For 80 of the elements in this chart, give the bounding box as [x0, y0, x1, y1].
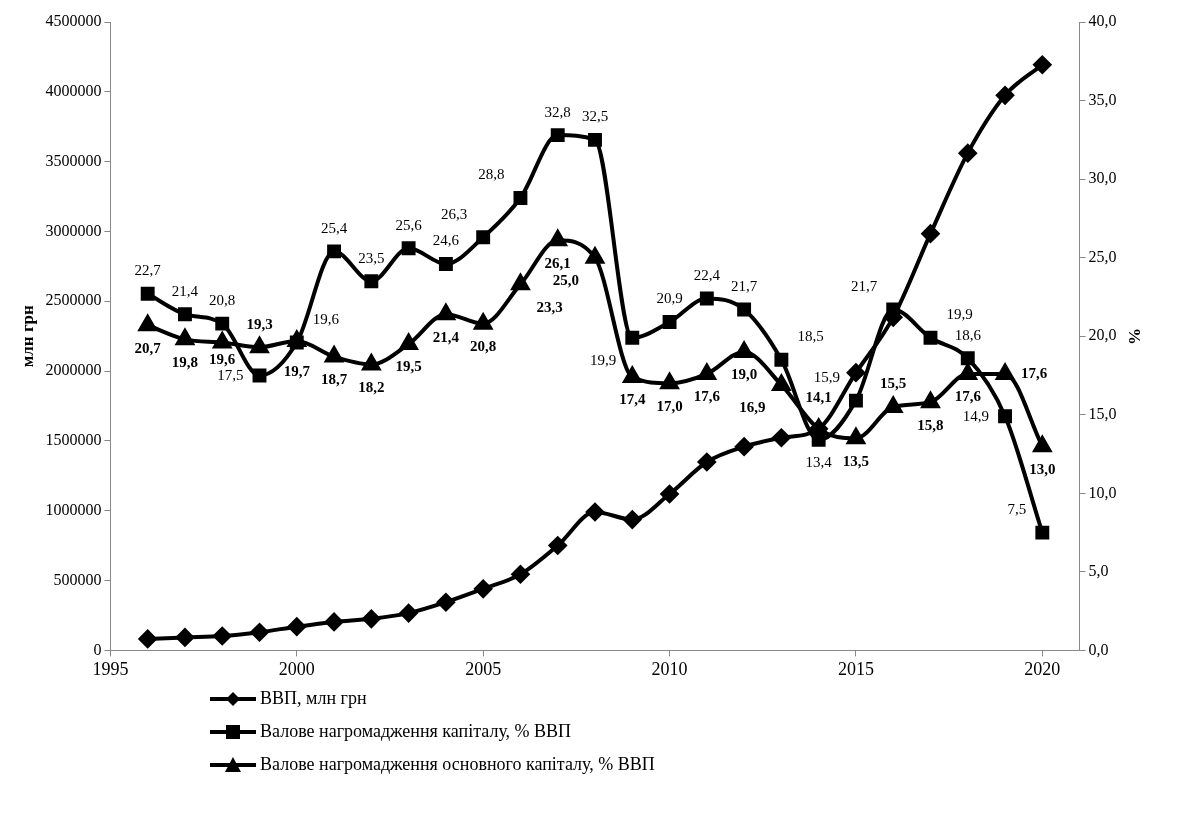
- data-label: 20,8: [209, 292, 236, 309]
- y2-tick-label: 35,0: [1088, 90, 1117, 108]
- legend-label: ВВП, млн грн: [260, 688, 367, 709]
- data-label: 28,8: [478, 166, 505, 183]
- data-label: 18,2: [358, 378, 385, 395]
- data-label: 21,4: [432, 328, 460, 345]
- data-label: 20,7: [134, 339, 162, 356]
- y2-axis-title: %: [1125, 327, 1145, 345]
- x-tick-label: 2020: [1024, 658, 1061, 679]
- data-label: 18,5: [797, 328, 824, 345]
- data-label: 25,4: [320, 219, 348, 236]
- data-label: 21,4: [171, 282, 199, 299]
- data-label: 13,0: [1029, 460, 1056, 477]
- data-label: 18,7: [320, 371, 348, 387]
- data-label: 13,4: [805, 454, 833, 471]
- y2-tick-label: 15,0: [1088, 404, 1117, 422]
- data-label: 20,9: [656, 290, 683, 307]
- y-tick-label: 2000000: [45, 361, 102, 379]
- y-tick-label: 0: [93, 640, 102, 658]
- x-tick-label: 2010: [651, 658, 688, 679]
- y-tick-label: 500000: [53, 570, 102, 588]
- data-label: 19,8: [171, 353, 199, 370]
- data-label: 7,5: [1007, 501, 1027, 518]
- y-tick-label: 3500000: [45, 151, 102, 169]
- data-label: 13,5: [842, 452, 870, 469]
- data-label: 16,9: [739, 399, 766, 416]
- y-tick-label: 1500000: [45, 431, 102, 449]
- data-label: 17,5: [217, 366, 244, 383]
- data-label: 17,6: [693, 388, 721, 405]
- data-label: 19,6: [209, 350, 236, 367]
- data-label: 19,7: [283, 363, 311, 380]
- data-label: 14,1: [805, 389, 832, 406]
- data-label: 26,3: [440, 205, 468, 222]
- x-tick-label: 2005: [465, 658, 502, 679]
- y-tick-label: 4000000: [45, 82, 102, 100]
- data-label: 21,7: [850, 277, 878, 294]
- y2-tick-label: 30,0: [1088, 169, 1117, 187]
- y-tick-label: 4500000: [45, 12, 102, 30]
- x-tick-label: 1995: [92, 658, 129, 679]
- y-tick-label: 3000000: [45, 221, 102, 239]
- legend-label: Валове нагромадження основного капіталу, % ВВП: [260, 754, 655, 775]
- data-label: 19,0: [730, 366, 758, 383]
- y-tick-label: 2500000: [45, 291, 102, 309]
- y2-tick-label: 0,0: [1088, 640, 1109, 658]
- data-label: 22,7: [134, 262, 162, 279]
- y2-tick-label: 5,0: [1088, 562, 1109, 580]
- y2-tick-label: 40,0: [1088, 12, 1117, 30]
- data-label: 17,6: [954, 388, 982, 405]
- data-label: 22,4: [693, 266, 721, 283]
- data-label: 23,5: [358, 249, 385, 266]
- y2-tick-label: 20,0: [1088, 326, 1117, 344]
- y-tick-label: 1000000: [45, 500, 102, 518]
- data-label: 23,3: [536, 298, 563, 315]
- data-label: 18,6: [954, 326, 982, 343]
- data-label: 19,9: [946, 306, 973, 323]
- data-label: 24,6: [432, 232, 460, 249]
- data-label: 25,0: [552, 272, 579, 289]
- data-label: 17,6: [1021, 365, 1048, 382]
- x-tick-label: 2000: [278, 658, 315, 679]
- x-tick-label: 2015: [837, 658, 874, 679]
- data-label: 19,9: [590, 352, 617, 369]
- data-label: 19,5: [395, 358, 422, 375]
- data-label: 21,7: [730, 277, 758, 294]
- data-label: 19,6: [312, 310, 340, 327]
- y2-tick-label: 25,0: [1088, 247, 1117, 265]
- data-label: 26,1: [544, 254, 571, 271]
- y2-tick-label: 10,0: [1088, 483, 1117, 501]
- data-label: 17,4: [619, 391, 646, 408]
- data-label: 32,5: [581, 108, 609, 125]
- data-label: 14,9: [962, 407, 990, 424]
- data-label: 17,0: [656, 397, 683, 414]
- data-label: 20,8: [470, 338, 497, 355]
- data-label: 15,9: [813, 369, 840, 386]
- legend-label: Валове нагромадження капіталу, % ВВП: [260, 721, 572, 742]
- data-label: 32,8: [544, 103, 571, 120]
- data-label: 15,5: [880, 375, 907, 392]
- data-label: 25,6: [395, 216, 423, 233]
- data-label: 15,8: [917, 416, 944, 433]
- data-label: 19,3: [246, 315, 273, 332]
- y-axis-title: млн грн: [17, 304, 37, 368]
